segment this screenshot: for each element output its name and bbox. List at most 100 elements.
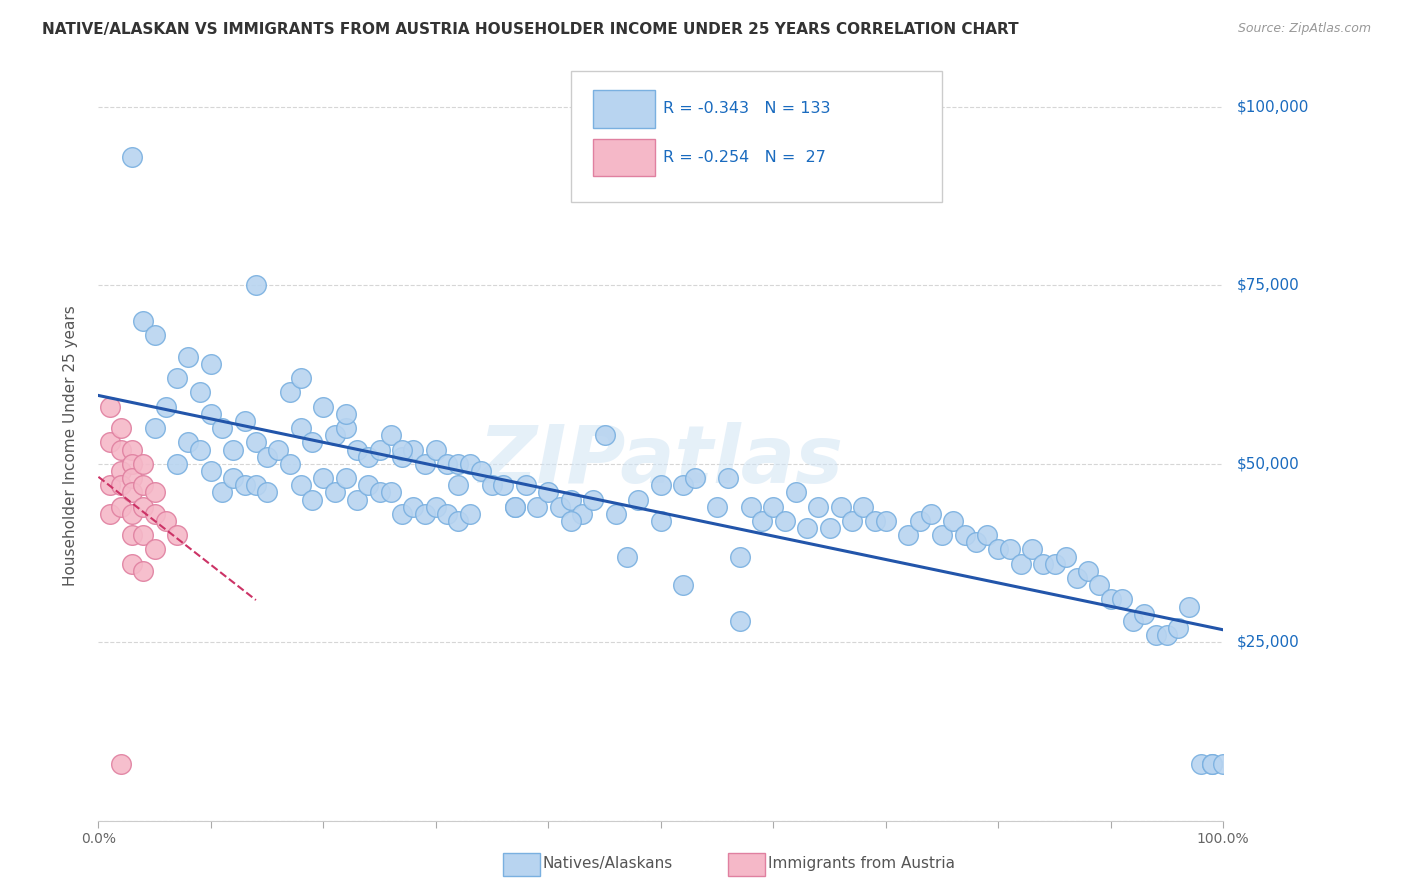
- Point: [458, 507, 481, 521]
- Point: [222, 471, 245, 485]
- Point: [571, 507, 593, 521]
- Point: [278, 457, 301, 471]
- Point: [346, 442, 368, 457]
- Point: [98, 435, 121, 450]
- Point: [1054, 549, 1077, 564]
- Point: [931, 528, 953, 542]
- Point: [177, 435, 200, 450]
- Point: [560, 492, 582, 507]
- Point: [1201, 756, 1223, 771]
- Point: [740, 500, 762, 514]
- Point: [1189, 756, 1212, 771]
- Point: [1178, 599, 1201, 614]
- Point: [1021, 542, 1043, 557]
- Point: [593, 428, 616, 442]
- Point: [706, 500, 728, 514]
- Point: [110, 478, 132, 492]
- Point: [110, 442, 132, 457]
- Point: [852, 500, 875, 514]
- Text: ZIPatlas: ZIPatlas: [478, 422, 844, 500]
- Point: [233, 478, 256, 492]
- Point: [143, 328, 166, 343]
- Point: [1088, 578, 1111, 592]
- Point: [143, 421, 166, 435]
- Point: [121, 557, 143, 571]
- Point: [650, 514, 672, 528]
- Y-axis label: Householder Income Under 25 years: Householder Income Under 25 years: [63, 306, 77, 586]
- Point: [335, 407, 357, 421]
- Point: [796, 521, 818, 535]
- Point: [132, 314, 155, 328]
- Point: [413, 507, 436, 521]
- Point: [188, 385, 211, 400]
- Point: [121, 528, 143, 542]
- Point: [492, 478, 515, 492]
- Point: [447, 457, 470, 471]
- Point: [200, 407, 222, 421]
- Point: [1099, 592, 1122, 607]
- Point: [998, 542, 1021, 557]
- Text: Source: ZipAtlas.com: Source: ZipAtlas.com: [1237, 22, 1371, 36]
- Point: [841, 514, 863, 528]
- Point: [987, 542, 1010, 557]
- Point: [267, 442, 290, 457]
- Point: [436, 457, 458, 471]
- Point: [503, 500, 526, 514]
- Point: [245, 478, 267, 492]
- Point: [1167, 621, 1189, 635]
- Point: [98, 478, 121, 492]
- Point: [447, 514, 470, 528]
- Point: [447, 478, 470, 492]
- Point: [807, 500, 830, 514]
- Point: [132, 478, 155, 492]
- Point: [132, 500, 155, 514]
- Point: [1144, 628, 1167, 642]
- Point: [627, 492, 650, 507]
- Point: [121, 507, 143, 521]
- Point: [953, 528, 976, 542]
- Point: [897, 528, 920, 542]
- Point: [942, 514, 965, 528]
- Point: [143, 542, 166, 557]
- Point: [245, 278, 267, 293]
- FancyBboxPatch shape: [593, 90, 655, 128]
- Point: [605, 507, 627, 521]
- Point: [121, 457, 143, 471]
- Point: [110, 464, 132, 478]
- Point: [976, 528, 998, 542]
- Point: [908, 514, 931, 528]
- Point: [256, 485, 278, 500]
- Point: [1122, 614, 1144, 628]
- Point: [110, 421, 132, 435]
- Text: $50,000: $50,000: [1237, 457, 1301, 471]
- Point: [537, 485, 560, 500]
- Point: [751, 514, 773, 528]
- Point: [335, 421, 357, 435]
- Point: [773, 514, 796, 528]
- Point: [672, 478, 695, 492]
- Point: [616, 549, 638, 564]
- Point: [368, 485, 391, 500]
- Point: [391, 450, 413, 464]
- Point: [413, 457, 436, 471]
- Point: [1212, 756, 1234, 771]
- Point: [526, 500, 548, 514]
- Point: [312, 471, 335, 485]
- Point: [458, 457, 481, 471]
- Text: R = -0.343   N = 133: R = -0.343 N = 133: [664, 102, 831, 116]
- Point: [346, 492, 368, 507]
- Point: [143, 485, 166, 500]
- Point: [357, 478, 380, 492]
- Point: [121, 150, 143, 164]
- Point: [515, 478, 537, 492]
- Point: [717, 471, 740, 485]
- Point: [1043, 557, 1066, 571]
- Point: [245, 435, 267, 450]
- Point: [155, 400, 177, 414]
- Point: [391, 442, 413, 457]
- Point: [121, 442, 143, 457]
- Point: [166, 528, 188, 542]
- Point: [582, 492, 605, 507]
- Point: [920, 507, 942, 521]
- Point: [965, 535, 987, 549]
